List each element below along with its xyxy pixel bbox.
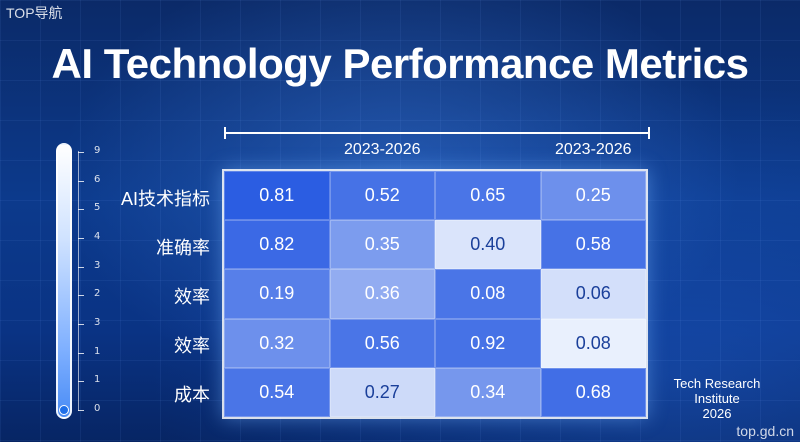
row-label: AI技术指标 bbox=[120, 188, 210, 209]
scale-tick-label: 9 bbox=[94, 145, 101, 156]
column-bracket bbox=[224, 127, 650, 139]
heatmap-cell: 0.56 bbox=[329, 318, 435, 368]
scale-tick bbox=[78, 180, 84, 182]
heatmap-cell: 0.06 bbox=[540, 269, 646, 319]
heatmap-grid: 0.81 0.52 0.65 0.25 0.82 0.35 0.40 0.58 0.19 0.36… bbox=[222, 169, 648, 419]
scale-tick-label: 2 bbox=[94, 288, 101, 300]
scale-tick-label: 3 bbox=[94, 317, 101, 328]
scale-tick bbox=[78, 266, 84, 268]
heatmap-cell: 0.08 bbox=[540, 318, 646, 368]
heatmap-cell: 0.08 bbox=[435, 269, 541, 319]
scale-tick bbox=[78, 381, 84, 383]
scale-tick-label: 0 bbox=[94, 403, 101, 414]
row-label: 效率 bbox=[174, 287, 210, 307]
scale-tick-label: 5 bbox=[94, 202, 101, 214]
scale-tick bbox=[78, 324, 84, 325]
heatmap-cell: 0.25 bbox=[540, 171, 646, 221]
footnote: Tech Research Institute 2026 bbox=[662, 376, 772, 421]
column-header: 2023-2026 bbox=[343, 141, 421, 158]
heatmap-cell: 0.54 bbox=[224, 367, 330, 417]
scale-tick bbox=[78, 410, 84, 411]
scale-axis bbox=[78, 151, 79, 411]
heatmap-cell: 0.92 bbox=[435, 318, 541, 368]
heatmap-cell: 0.34 bbox=[435, 367, 541, 417]
heatmap-cell: 0.81 bbox=[224, 171, 330, 221]
heatmap-cell: 0.32 bbox=[224, 318, 330, 368]
scale-tick bbox=[78, 238, 84, 239]
watermark-top-left: TOP导航 bbox=[6, 5, 63, 21]
heatmap-cell: 0.35 bbox=[329, 220, 435, 270]
heatmap-cell: 0.19 bbox=[224, 269, 330, 319]
row-label: 效率 bbox=[174, 336, 210, 357]
footnote-line-3: 2026 bbox=[702, 406, 732, 421]
thermometer-bulb bbox=[59, 405, 69, 415]
heatmap-cell: 0.27 bbox=[329, 367, 435, 417]
scale-tick-label: 6 bbox=[94, 173, 101, 185]
scale-tick bbox=[78, 152, 84, 153]
heatmap-cell: 0.52 bbox=[329, 171, 435, 221]
heatmap-cell: 0.58 bbox=[540, 220, 646, 270]
scale-tick bbox=[78, 352, 84, 354]
heatmap-cell: 0.65 bbox=[435, 171, 541, 221]
row-label: 成本 bbox=[174, 385, 210, 406]
scale-tick bbox=[78, 209, 84, 211]
heatmap-cell: 0.40 bbox=[435, 220, 541, 270]
heatmap-cell: 0.68 bbox=[540, 367, 646, 417]
scale-tick-label: 3 bbox=[94, 259, 101, 271]
footnote-line-2: Institute bbox=[694, 391, 740, 406]
watermark-bottom-right: top.gd.cn bbox=[736, 423, 794, 439]
heatmap-cell: 0.82 bbox=[224, 220, 330, 270]
heatmap-cell: 0.36 bbox=[329, 269, 435, 319]
scale-tick-label: 4 bbox=[94, 231, 101, 242]
scale-tick-label: 1 bbox=[94, 345, 101, 357]
thermometer-scale bbox=[56, 143, 72, 419]
column-header: 2023-2026 bbox=[554, 141, 632, 158]
footnote-line-1: Tech Research bbox=[673, 376, 761, 391]
row-label: 准确率 bbox=[156, 237, 210, 258]
page-title: AI Technology Performance Metrics bbox=[51, 40, 749, 87]
scale-tick-label: 1 bbox=[94, 374, 101, 386]
scale-tick bbox=[78, 295, 84, 297]
